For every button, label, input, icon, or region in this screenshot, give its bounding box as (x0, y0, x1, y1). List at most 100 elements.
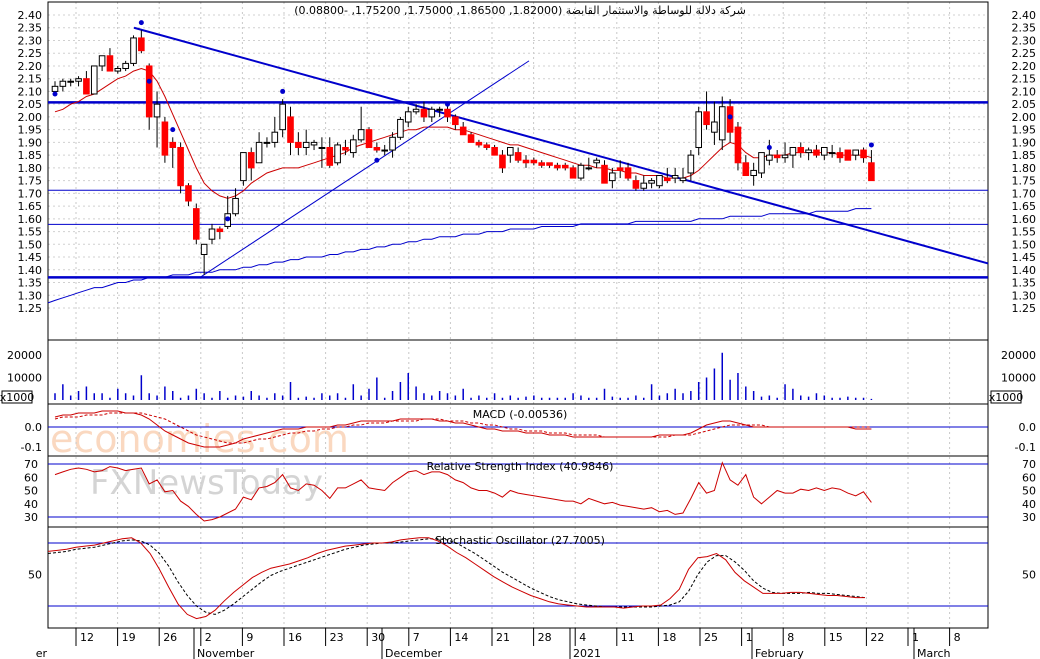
price-tick-label-left: 1.80 (18, 162, 43, 175)
price-tick-label-left: 2.00 (18, 111, 43, 124)
signal-marker (445, 101, 450, 107)
price-tick-label-right: 2.30 (1012, 34, 1037, 47)
candle-body (153, 103, 161, 118)
candle-body (805, 149, 812, 154)
candle-body (279, 103, 286, 131)
macd-title: MACD (-0.00536) (473, 408, 568, 421)
candle-body (381, 149, 388, 152)
stochastic-k-line (47, 537, 865, 620)
date-tick-label: 1 (912, 631, 919, 644)
candle-body (483, 144, 491, 148)
price-tick-label-left: 2.35 (18, 22, 43, 35)
candle-body (232, 197, 239, 215)
volume-tick-label-right: 20000 (1001, 349, 1036, 362)
price-tick-label-left: 1.30 (18, 289, 43, 302)
panel-frames (47, 1, 989, 629)
moving-average-long (47, 208, 872, 304)
price-tick-label-left: 1.90 (18, 136, 43, 149)
candle-body (616, 167, 624, 171)
date-tick-label: 22 (870, 631, 884, 644)
candle-body (389, 136, 396, 151)
candle-body (711, 121, 718, 133)
candle-body (90, 65, 98, 95)
signal-marker (170, 127, 176, 133)
candle-body (577, 164, 585, 179)
price-tick-label-left: 1.85 (18, 149, 43, 162)
volume-panel (54, 352, 873, 400)
date-tick-label: 23 (330, 631, 344, 644)
price-tick-label-left: 2.15 (18, 73, 43, 86)
candle-body (467, 134, 475, 143)
date-tick-label: 26 (163, 631, 177, 644)
month-label: February (755, 647, 804, 659)
rsi-tick-label-right: 70 (1022, 458, 1036, 471)
price-tick-label-right: 2.25 (1012, 47, 1037, 60)
price-tick-label-left: 1.55 (18, 226, 43, 239)
candle-body (373, 146, 381, 151)
signal-marker (280, 88, 286, 94)
candle-body (750, 169, 757, 177)
candle-body (357, 129, 365, 141)
candle-body (404, 111, 412, 123)
candle-body (695, 111, 703, 148)
candle-body (412, 108, 420, 113)
candle-body (836, 152, 844, 159)
candle-body (648, 180, 655, 184)
date-tick-label: 8 (954, 631, 961, 644)
price-tick-label-left: 1.65 (18, 200, 43, 213)
macd-tick-label-right: -0.1 (1015, 441, 1036, 454)
candle-body (758, 152, 765, 174)
candle-body (522, 159, 530, 164)
candle-body (781, 154, 789, 159)
candle-body (114, 68, 122, 72)
stochastic-tick-label-right: 50 (1022, 569, 1036, 582)
macd-signal-line (54, 412, 872, 444)
price-tick-label-left: 2.25 (18, 47, 43, 60)
month-label: November (197, 647, 255, 659)
candle-body (514, 152, 522, 161)
price-tick-label-right: 1.70 (1012, 187, 1037, 200)
candle-body (538, 162, 546, 166)
price-tick-label-right: 1.25 (1012, 302, 1037, 315)
candle-body (687, 154, 695, 174)
candle-body (122, 62, 129, 70)
candle-body (601, 164, 608, 184)
candle-body (624, 167, 632, 179)
candle-body (216, 228, 224, 233)
candle-body (75, 78, 82, 82)
rsi-tick-label-left: 60 (24, 471, 38, 484)
candle-body (342, 146, 349, 151)
volume-unit-label-right: x1000 (989, 391, 1024, 404)
price-tick-label-left: 2.30 (18, 34, 43, 47)
price-tick-label-left: 1.70 (18, 187, 43, 200)
candle-body (145, 65, 153, 118)
signal-marker (138, 20, 144, 26)
candle-body (208, 228, 216, 240)
candle-body (59, 80, 67, 87)
candle-body (726, 106, 734, 133)
candle-body (240, 152, 247, 182)
date-tick-label: 1 (746, 631, 753, 644)
price-panel (47, 20, 989, 304)
stochastic-d-line (47, 538, 866, 615)
trendline-up (199, 60, 530, 278)
candle-body (868, 162, 875, 182)
price-tick-label-left: 2.40 (18, 9, 43, 22)
rsi-tick-label-right: 40 (1022, 498, 1036, 511)
candle-body (365, 129, 373, 148)
candle-body (310, 141, 318, 146)
signal-marker (868, 142, 874, 148)
date-tick-label: 30 (371, 631, 385, 644)
candle-body (436, 108, 443, 111)
date-tick-label: 28 (538, 631, 552, 644)
candle-body (844, 149, 852, 161)
candle-body (247, 152, 255, 169)
price-tick-label-right: 1.75 (1012, 175, 1037, 188)
date-tick-label: 16 (288, 631, 302, 644)
signal-marker (52, 91, 58, 97)
signal-marker (727, 114, 733, 120)
candle-body (507, 146, 514, 156)
candle-body (491, 146, 498, 156)
candle-body (821, 146, 828, 156)
candle-body (169, 141, 177, 148)
